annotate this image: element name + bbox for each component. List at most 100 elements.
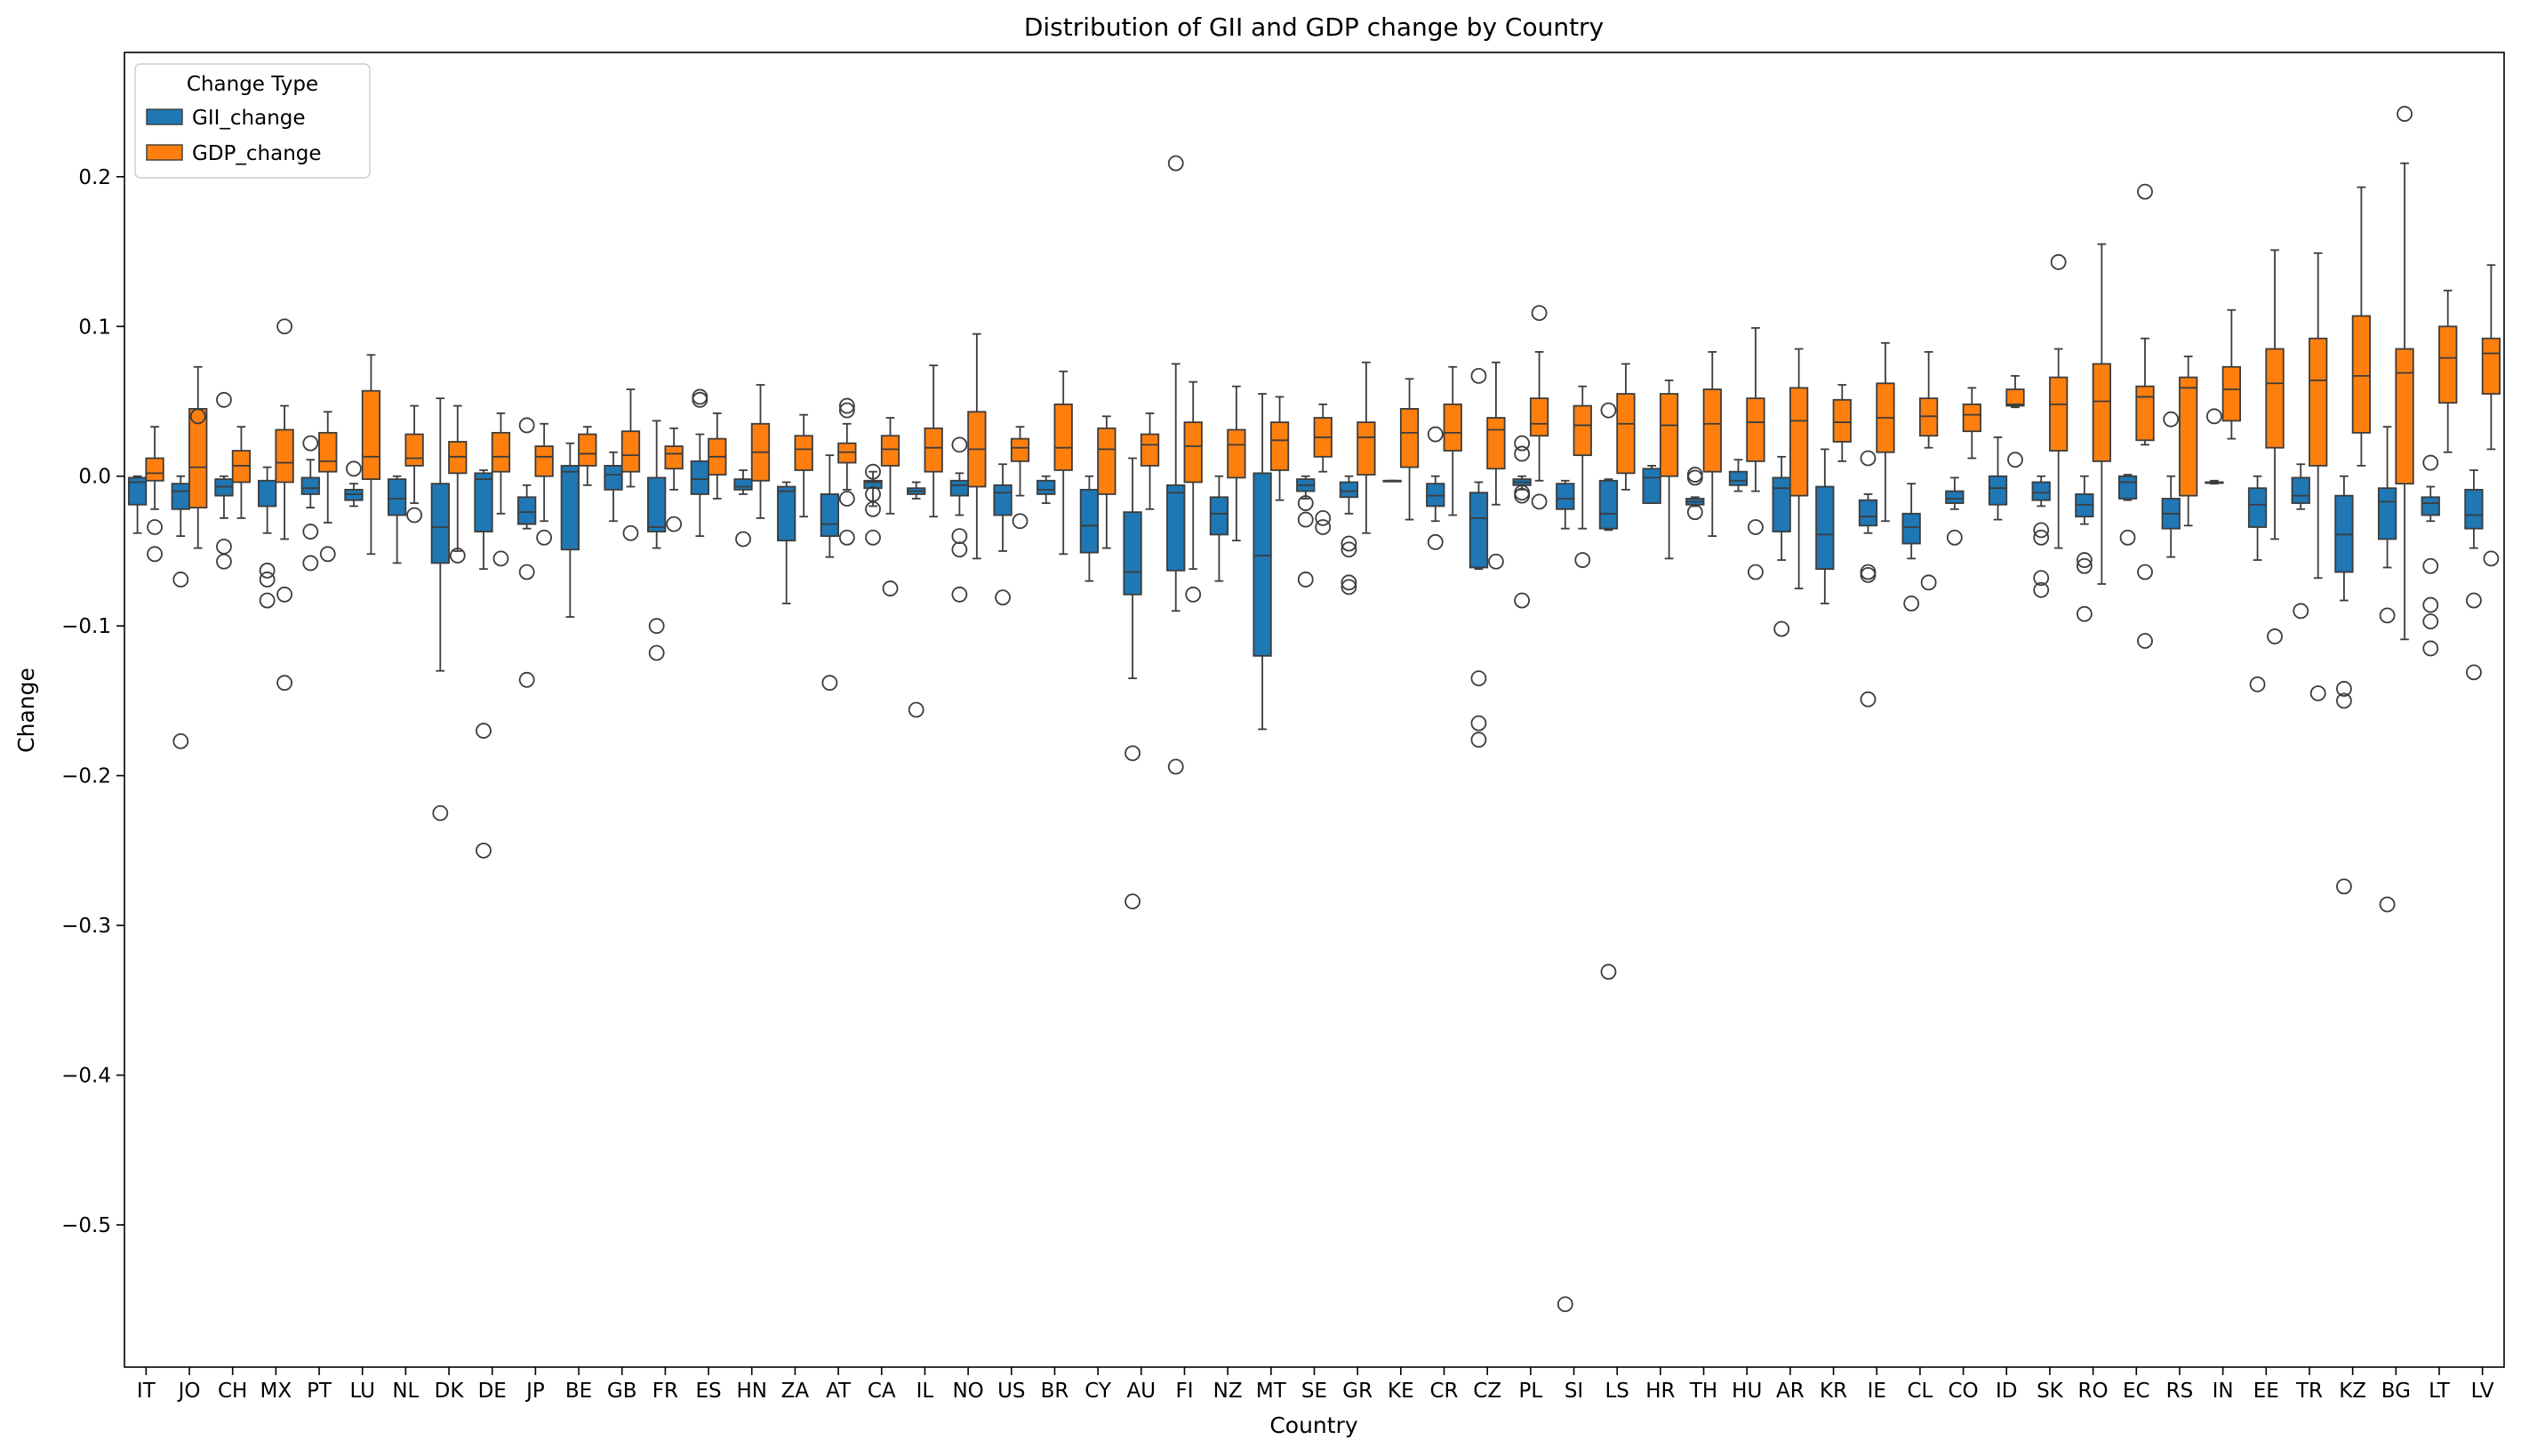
outlier-point xyxy=(1946,529,1963,546)
iqr-box xyxy=(2179,376,2198,497)
box-GDP_change-ES xyxy=(708,412,727,500)
box-GDP_change-NO xyxy=(967,332,987,560)
outlier-point xyxy=(838,397,855,414)
x-tick-label: SI xyxy=(1565,1380,1583,1403)
x-tick-label: CY xyxy=(1084,1380,1112,1403)
box-GDP_change-BG xyxy=(2395,106,2414,641)
x-tick-label: KZ xyxy=(2339,1380,2366,1403)
box-GDP_change-KZ xyxy=(2351,186,2372,467)
box-GII_change-HU xyxy=(1728,459,1749,492)
box-GII_change-AT xyxy=(820,454,840,692)
iqr-box xyxy=(1339,481,1359,499)
iqr-box xyxy=(1789,387,1809,497)
y-tick-label: −0.2 xyxy=(61,765,111,788)
box-GDP_change-SI xyxy=(1573,385,1592,568)
box-GDP_change-JO xyxy=(188,365,208,549)
outlier-point xyxy=(908,701,924,718)
iqr-box xyxy=(517,496,537,525)
iqr-box xyxy=(1815,485,1835,571)
box-GDP_change-GB xyxy=(620,388,641,541)
outlier-point xyxy=(1488,553,1504,570)
x-tick-label: RS xyxy=(2166,1380,2194,1403)
iqr-box xyxy=(1598,479,1619,530)
outlier-point xyxy=(259,592,276,609)
outlier-point xyxy=(2205,408,2222,425)
box-GII_change-US xyxy=(993,463,1012,606)
box-GDP_change-EE xyxy=(2265,249,2285,644)
outlier-point xyxy=(1167,155,1184,172)
box-GDP_change-MT xyxy=(1269,396,1290,501)
box-GDP_change-KR xyxy=(1832,384,1852,462)
outlier-point xyxy=(2336,692,2352,709)
outlier-point xyxy=(276,318,292,335)
outlier-point xyxy=(2267,628,2283,644)
x-tick-label: AT xyxy=(826,1380,852,1403)
outlier-point xyxy=(882,580,899,596)
x-tick-label: HN xyxy=(737,1380,768,1403)
iqr-box xyxy=(1616,393,1636,475)
outlier-point xyxy=(518,564,535,580)
outlier-point xyxy=(1297,495,1314,511)
iqr-box xyxy=(2291,476,2310,504)
x-tick-label: NO xyxy=(952,1380,983,1403)
iqr-box xyxy=(145,457,164,482)
outlier-point xyxy=(735,531,751,548)
box-GII_change-IL xyxy=(907,481,926,718)
legend-swatch-gii xyxy=(146,108,183,125)
outlier-point xyxy=(2422,596,2439,613)
outlier-point xyxy=(1903,595,1920,612)
iqr-box xyxy=(2395,348,2414,485)
box-GDP_change-TR xyxy=(2309,252,2328,701)
outlier-point xyxy=(2309,685,2326,701)
box-GDP_change-MX xyxy=(275,318,294,692)
iqr-box xyxy=(924,427,943,473)
outlier-point xyxy=(476,723,492,739)
outlier-point xyxy=(2137,564,2153,580)
box-GII_change-NZ xyxy=(1209,475,1229,582)
outlier-point xyxy=(276,586,292,603)
iqr-box xyxy=(1097,427,1116,495)
x-tick-label: IE xyxy=(1868,1380,1886,1403)
outlier-point xyxy=(346,460,362,477)
box-GII_change-MX xyxy=(257,466,277,609)
iqr-box xyxy=(361,389,381,480)
box-GII_change-CL xyxy=(1901,483,1921,612)
iqr-box xyxy=(2135,385,2155,442)
iqr-box xyxy=(664,445,684,470)
iqr-box xyxy=(1227,428,1246,479)
outlier-point xyxy=(1167,758,1184,775)
iqr-box xyxy=(1123,511,1142,596)
outlier-point xyxy=(492,550,509,567)
y-tick-label: −0.4 xyxy=(61,1065,111,1088)
outlier-point xyxy=(995,589,1011,606)
outlier-point xyxy=(432,804,449,821)
box-GII_change-HR xyxy=(1642,465,1661,504)
box-GII_change-CY xyxy=(1079,475,1100,582)
outlier-point xyxy=(648,618,665,635)
outlier-point xyxy=(2379,896,2396,913)
outlier-point xyxy=(838,491,855,507)
box-GII_change-LS xyxy=(1598,402,1619,980)
box-GII_change-LT xyxy=(2421,454,2440,657)
box-GDP_change-PL xyxy=(1529,305,1549,510)
iqr-box xyxy=(794,435,813,471)
x-tick-label: JO xyxy=(177,1380,201,1403)
plot-frame xyxy=(124,52,2505,1368)
x-tick-label: GB xyxy=(607,1380,637,1403)
iqr-box xyxy=(993,484,1012,516)
box-groups xyxy=(127,106,2501,1313)
iqr-box xyxy=(1252,472,1272,657)
iqr-box xyxy=(1166,484,1186,572)
x-tick-label: DK xyxy=(435,1380,465,1403)
box-GII_change-IE xyxy=(1858,450,1878,708)
outlier-point xyxy=(951,586,968,603)
outlier-point xyxy=(476,842,492,859)
box-GII_change-DE xyxy=(474,469,493,859)
iqr-box xyxy=(1140,433,1160,467)
box-GII_change-LU xyxy=(344,460,364,508)
x-tick-label: IT xyxy=(137,1380,156,1403)
outlier-point xyxy=(1514,592,1531,609)
outlier-point xyxy=(1315,519,1332,535)
outlier-point xyxy=(2483,550,2500,567)
